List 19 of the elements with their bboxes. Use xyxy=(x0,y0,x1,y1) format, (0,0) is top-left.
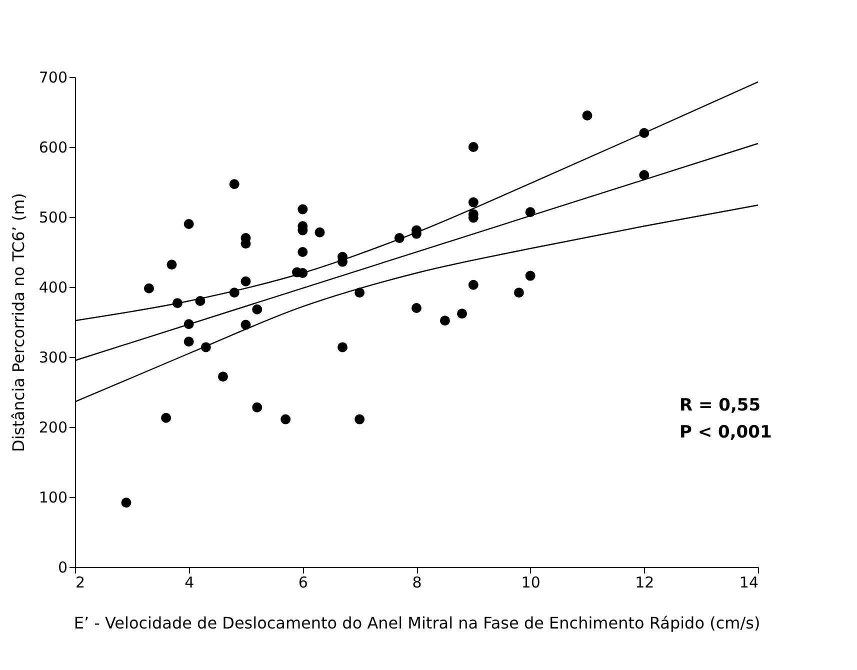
y-tick-label: 300 xyxy=(38,348,68,366)
x-tick-label: 14 xyxy=(739,574,758,592)
x-tick-label: 8 xyxy=(412,574,422,592)
annotation: P < 0,001 xyxy=(679,422,772,442)
y-axis-title: Distância Percorrida no TC6’ (m) xyxy=(8,193,28,452)
y-tick-label: 500 xyxy=(38,208,68,226)
x-axis-title: E’ - Velocidade de Deslocamento do Anel Mitral na Fase de Enchimento Rápido (cm/s) xyxy=(74,614,760,632)
x-tick-label: 12 xyxy=(635,574,654,592)
y-tick-label: 200 xyxy=(38,418,68,436)
y-tick-label: 400 xyxy=(38,278,68,296)
y-tick-label: 700 xyxy=(38,68,68,86)
annotation: R = 0,55 xyxy=(679,395,761,416)
x-tick-label: 2 xyxy=(76,574,86,592)
y-tick-label: 600 xyxy=(38,138,68,156)
x-tick-label: 10 xyxy=(521,574,540,592)
y-tick-label: 100 xyxy=(38,488,68,506)
y-tick-label: 0 xyxy=(58,558,68,576)
x-tick-label: 4 xyxy=(184,574,194,592)
x-tick-label: 6 xyxy=(298,574,308,592)
